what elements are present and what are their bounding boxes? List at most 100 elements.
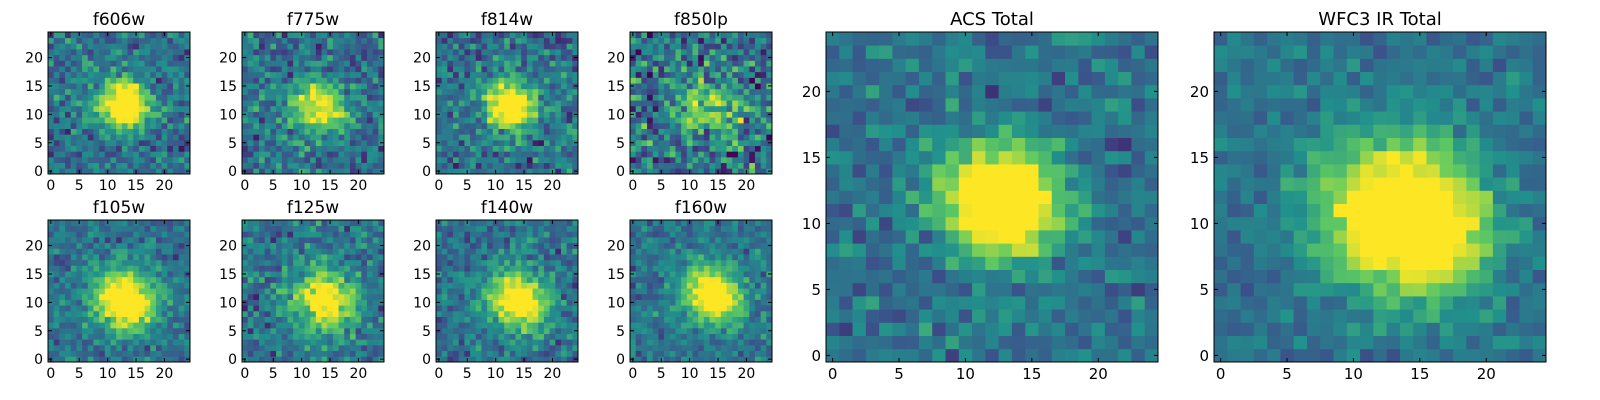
heatmap-cell	[82, 37, 89, 44]
heatmap-cell	[441, 276, 448, 283]
heatmap-cell	[59, 220, 66, 227]
heatmap-cell	[760, 83, 767, 90]
y-tick-label: 0	[422, 352, 431, 368]
heatmap-cell	[464, 77, 471, 84]
heatmap-cell	[298, 94, 305, 101]
heatmap-cell	[355, 322, 362, 329]
heatmap-cell	[321, 88, 328, 95]
heatmap-cell	[464, 237, 471, 244]
heatmap-cell	[641, 71, 648, 78]
heatmap-cell	[344, 299, 351, 306]
heatmap-cell	[681, 88, 688, 95]
heatmap-cell	[53, 310, 60, 317]
heatmap-cell	[116, 139, 123, 146]
heatmap-cell	[743, 111, 750, 118]
heatmap-cell	[349, 111, 356, 118]
heatmap-cell	[104, 111, 111, 118]
heatmap-cell	[270, 71, 277, 78]
heatmap-cell	[178, 37, 185, 44]
heatmap-cell	[276, 37, 283, 44]
heatmap-cell	[766, 288, 773, 295]
heatmap-cell	[754, 32, 762, 39]
heatmap-cell	[65, 49, 72, 56]
heatmap-cell	[732, 151, 739, 158]
heatmap-cell	[178, 83, 185, 90]
heatmap-cell	[652, 88, 659, 95]
heatmap-cell	[521, 100, 528, 107]
heatmap-cell	[184, 49, 191, 56]
heatmap-cell	[327, 100, 334, 107]
heatmap-cell	[754, 71, 762, 78]
heatmap-cell	[332, 139, 339, 146]
heatmap-cell	[304, 117, 311, 124]
heatmap-cell	[709, 288, 716, 295]
heatmap-cell	[310, 350, 317, 357]
heatmap-cell	[355, 259, 362, 266]
heatmap-cell	[150, 105, 157, 112]
heatmap-cell	[172, 220, 180, 227]
heatmap-cell	[538, 168, 545, 175]
heatmap-cell	[264, 282, 271, 289]
heatmap-cell	[658, 333, 665, 340]
heatmap-cell	[366, 282, 374, 289]
y-tick-label: 20	[25, 239, 43, 255]
heatmap-cell	[344, 344, 351, 352]
heatmap-cell	[447, 327, 454, 334]
heatmap-cell	[355, 339, 362, 346]
heatmap-cell	[293, 100, 300, 107]
heatmap-cell	[70, 134, 77, 141]
heatmap-cell	[99, 32, 106, 39]
heatmap-cell	[560, 237, 568, 244]
heatmap-cell	[372, 105, 379, 112]
heatmap-cell	[715, 122, 722, 129]
heatmap-cell	[121, 43, 128, 50]
heatmap-cell	[161, 299, 168, 306]
heatmap-cell	[504, 242, 511, 249]
heatmap-cell	[104, 122, 111, 129]
heatmap-cell	[475, 54, 482, 61]
heatmap-cell	[464, 60, 471, 67]
heatmap-cell	[641, 151, 648, 158]
heatmap-cell	[549, 128, 556, 135]
heatmap-cell	[372, 333, 379, 340]
heatmap-cell	[349, 271, 356, 278]
heatmap-cell	[566, 49, 573, 56]
heatmap-cell	[178, 259, 185, 266]
heatmap-cell	[538, 105, 545, 112]
heatmap-cell	[259, 66, 266, 73]
heatmap-cell	[121, 100, 128, 107]
heatmap-cell	[509, 237, 516, 244]
heatmap-cell	[366, 71, 374, 78]
heatmap-cell	[641, 333, 648, 340]
heatmap-cell	[155, 128, 162, 135]
heatmap-cell	[121, 293, 128, 300]
heatmap-cell	[664, 322, 671, 329]
heatmap-cell	[344, 220, 351, 227]
heatmap-cell	[138, 151, 145, 158]
heatmap-cell	[549, 66, 556, 73]
heatmap-cell	[287, 145, 294, 152]
heatmap-cell	[116, 316, 123, 323]
heatmap-cell	[87, 231, 94, 238]
heatmap-cell	[526, 66, 533, 73]
heatmap-cell	[498, 156, 505, 164]
heatmap-cell	[453, 322, 460, 329]
heatmap-cell	[532, 134, 539, 141]
heatmap-cell	[259, 225, 266, 232]
heatmap-cell	[372, 139, 379, 146]
heatmap-cell	[566, 54, 573, 61]
heatmap-cell	[681, 344, 688, 352]
heatmap-cell	[361, 231, 368, 238]
heatmap-cell	[247, 128, 254, 135]
heatmap-cell	[498, 77, 505, 84]
heatmap-cell	[372, 316, 379, 323]
heatmap-cell	[65, 220, 72, 227]
heatmap-cell	[338, 162, 345, 169]
heatmap-cell	[641, 37, 648, 44]
heatmap-cell	[276, 259, 283, 266]
heatmap-cell	[110, 293, 117, 300]
heatmap-cell	[703, 66, 710, 73]
heatmap-cell	[327, 54, 334, 61]
heatmap-cell	[138, 100, 145, 107]
heatmap-cell	[669, 168, 676, 175]
